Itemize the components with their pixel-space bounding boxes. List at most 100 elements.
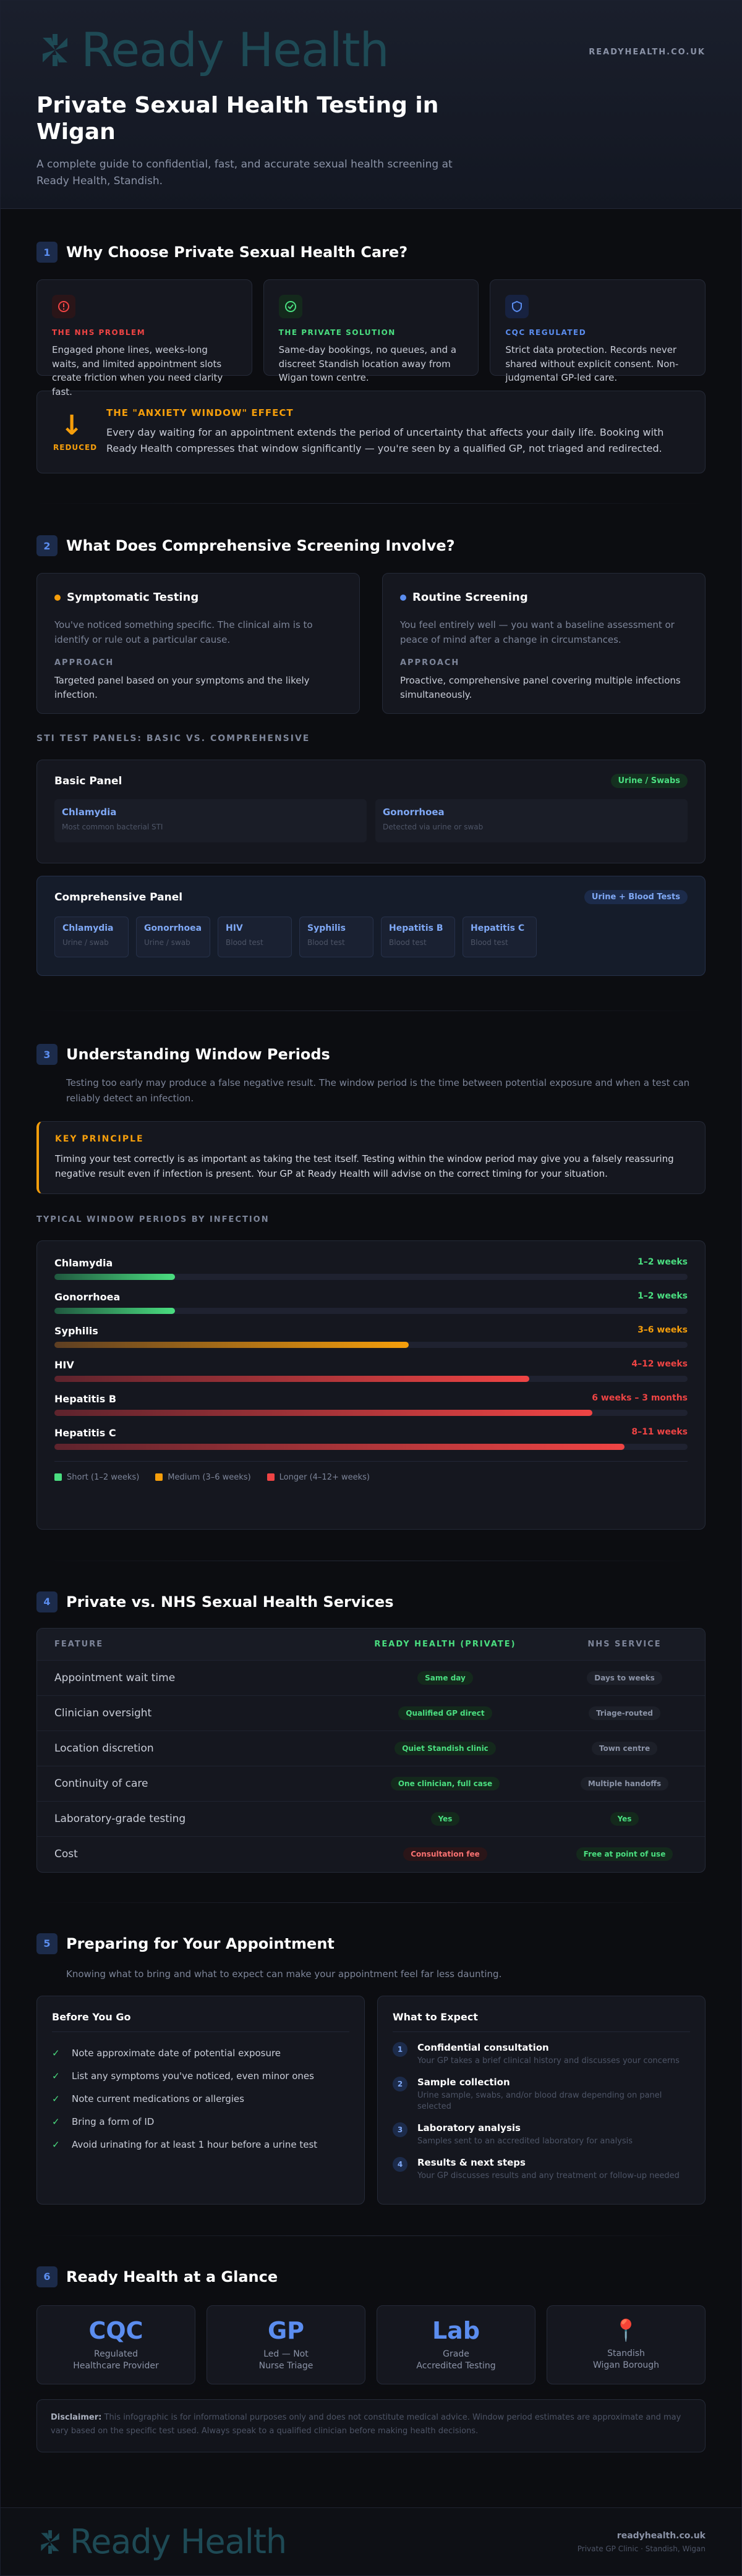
approach-label: APPROACH: [54, 658, 114, 667]
section-number: 1: [36, 242, 58, 263]
bar-fill: [54, 1443, 625, 1450]
section-number: 5: [36, 1933, 58, 1954]
test-name: Hepatitis B: [389, 923, 443, 933]
anxiety-window-card: ↓ REDUCED THE "ANXIETY WINDOW" EFFECT Ev…: [36, 391, 706, 473]
test-name: Syphilis: [307, 923, 346, 933]
routine-approach: Proactive, comprehensive panel covering …: [400, 675, 681, 700]
nhs-value: Free at point of use: [576, 1847, 673, 1862]
footer-sub: Private GP Clinic · Standish, Wigan: [577, 2544, 706, 2553]
routine-title: Routine Screening: [412, 591, 528, 604]
routine-desc: You feel entirely well — you want a base…: [400, 619, 675, 645]
test-sub: Blood test: [471, 938, 508, 947]
section-title: Why Choose Private Sexual Health Care?: [66, 244, 408, 261]
comparison-table: FEATURE READY HEALTH (PRIVATE) NHS SERVI…: [37, 1628, 705, 1872]
bar-track: [54, 1443, 688, 1450]
expect-step: 3 Laboratory analysis Samples sent to an a…: [393, 2122, 690, 2147]
footer-url[interactable]: readyhealth.co.uk: [616, 2530, 706, 2541]
key-principle-card: KEY PRINCIPLE Timing your test correctly…: [36, 1121, 706, 1194]
test-name: Chlamydia: [62, 923, 114, 933]
bar-fill: [54, 1375, 529, 1382]
table-row: Appointment wait time Same day Days to wee…: [37, 1660, 705, 1696]
section-title: Private vs. NHS Sexual Health Services: [66, 1593, 394, 1611]
panel-test-item: Chlamydia Most common bacterial STI: [54, 799, 367, 842]
arrow-down-icon: ↓: [60, 410, 83, 441]
basic-panel-card: Basic Panel Urine / Swabs Chlamydia Most …: [36, 760, 706, 863]
stat-label-1: Standish: [607, 2349, 645, 2359]
checklist-item: ✓ Bring a form of ID: [52, 2111, 349, 2133]
anxiety-text: Every day waiting for an appointment ext…: [106, 426, 664, 454]
section-comparison: 4 Private vs. NHS Sexual Health Services…: [1, 1590, 741, 1873]
infection-name: Chlamydia: [54, 1256, 113, 1269]
basic-panel-title: Basic Panel: [54, 774, 122, 787]
check-icon: ✓: [52, 2139, 60, 2150]
stat-card: GP Led — Not Nurse Triage: [207, 2305, 365, 2384]
expect-title: What to Expect: [393, 2011, 690, 2032]
checklist-text: Avoid urinating for at least 1 hour befo…: [72, 2139, 318, 2150]
symptomatic-approach: Targeted panel based on your symptoms an…: [54, 675, 310, 700]
legend-swatch: [54, 1473, 62, 1481]
bar-fill: [54, 1307, 175, 1314]
legend-label: Short (1–2 weeks): [67, 1472, 140, 1482]
bar-track: [54, 1341, 688, 1348]
section-number: 2: [36, 535, 58, 556]
benefit-text: Strict data protection. Records never sh…: [505, 344, 679, 383]
bar-track: [54, 1409, 688, 1416]
test-sub: Urine / swab: [144, 938, 190, 947]
infection-name: Hepatitis B: [54, 1392, 117, 1405]
key-principle-label: KEY PRINCIPLE: [55, 1133, 144, 1144]
test-name: HIV: [226, 923, 243, 933]
table-row: Laboratory-grade testing Yes Yes: [37, 1801, 705, 1837]
section-title: Understanding Window Periods: [66, 1046, 330, 1063]
header: Ready Health READYHEALTH.CO.UK Private S…: [1, 1, 741, 209]
step-sub: Urine sample, swabs, and/or blood draw d…: [417, 2090, 662, 2111]
checklist-text: Note current medications or allergies: [72, 2093, 244, 2104]
private-value: Same day: [417, 1671, 473, 1685]
nhs-value: Days to weeks: [587, 1671, 662, 1685]
expect-step: 2 Sample collection Urine sample, swabs, a…: [393, 2076, 690, 2112]
step-number: 2: [393, 2076, 407, 2091]
logo-icon: [43, 34, 67, 66]
comprehensive-panel-items: Chlamydia Urine / swab Gonorrhoea Urine / s…: [54, 917, 688, 957]
feature-label: Laboratory-grade testing: [54, 1813, 186, 1825]
site-url[interactable]: READYHEALTH.CO.UK: [589, 48, 706, 57]
footer-logo: Ready Health: [36, 2525, 287, 2559]
disclaimer-text: This infographic is for informational pu…: [51, 2412, 681, 2436]
window-value: 8–11 weeks: [631, 1426, 688, 1437]
section-number: 6: [36, 2266, 58, 2287]
table-row: Continuity of care One clinician, full ca…: [37, 1766, 705, 1802]
comprehensive-panel-badge: Urine + Blood Tests: [584, 890, 688, 904]
section-title: What Does Comprehensive Screening Involv…: [66, 537, 455, 554]
private-value: Yes: [430, 1812, 460, 1826]
check-icon: ✓: [52, 2070, 60, 2082]
test-name: Chlamydia: [62, 807, 117, 818]
infection-name: HIV: [54, 1358, 74, 1371]
logo: Ready Health: [36, 25, 706, 75]
section-at-a-glance: 6 Ready Health at a Glance CQC Regulated H…: [1, 2265, 741, 2452]
bar-fill: [54, 1273, 175, 1280]
check-icon: ✓: [52, 2093, 60, 2104]
section-title: Preparing for Your Appointment: [66, 1934, 335, 1952]
symptomatic-card: Symptomatic Testing You've noticed somet…: [36, 573, 360, 714]
window-value: 1–2 weeks: [638, 1256, 688, 1267]
legend-item: Longer (4–12+ weeks): [267, 1473, 370, 1482]
private-value: One clinician, full case: [390, 1777, 500, 1790]
section-screening: 2 What Does Comprehensive Screening Invo…: [1, 533, 741, 976]
table-row: Location discretion Quiet Standish clinic…: [37, 1731, 705, 1766]
infection-name: Hepatitis C: [54, 1426, 116, 1439]
logo-text: Ready Health: [81, 22, 390, 77]
legend-item: Short (1–2 weeks): [54, 1473, 139, 1482]
map-pin-icon: 📍: [613, 2318, 639, 2343]
divider: [36, 503, 706, 504]
divider: [36, 1902, 706, 1903]
window-bars: Chlamydia 1–2 weeks Gonorrhoea 1–2 weeks Syp…: [54, 1257, 688, 1450]
stats-grid: CQC Regulated Healthcare Provider GP Led — N…: [36, 2305, 706, 2384]
stat-card: 📍 Standish Wigan Borough: [547, 2305, 706, 2384]
comprehensive-panel-title: Comprehensive Panel: [54, 891, 183, 904]
private-value: Qualified GP direct: [398, 1706, 492, 1720]
window-bar-row: HIV 4–12 weeks: [54, 1359, 688, 1382]
benefit-label: THE NHS PROBLEM: [52, 328, 146, 337]
window-bar-row: Hepatitis C 8–11 weeks: [54, 1427, 688, 1450]
step-number: 1: [393, 2041, 407, 2057]
test-sub: Most common bacterial STI: [62, 823, 163, 831]
